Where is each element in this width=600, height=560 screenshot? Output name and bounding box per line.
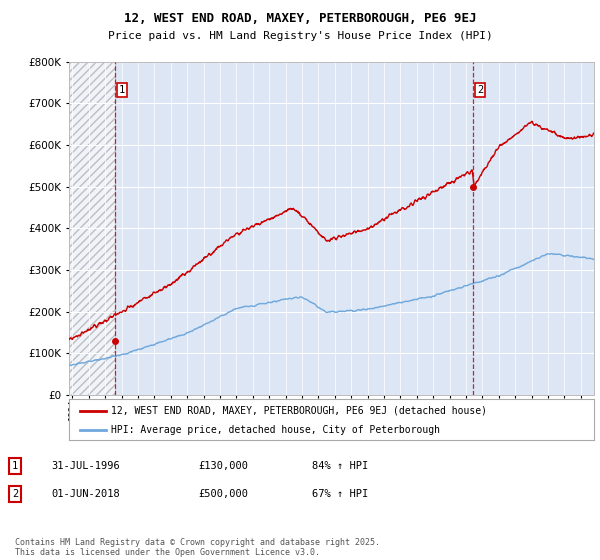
Text: 12, WEST END ROAD, MAXEY, PETERBOROUGH, PE6 9EJ (detached house): 12, WEST END ROAD, MAXEY, PETERBOROUGH, … <box>111 405 487 416</box>
Text: 67% ↑ HPI: 67% ↑ HPI <box>312 489 368 499</box>
Text: Contains HM Land Registry data © Crown copyright and database right 2025.
This d: Contains HM Land Registry data © Crown c… <box>15 538 380 557</box>
Text: 12, WEST END ROAD, MAXEY, PETERBOROUGH, PE6 9EJ: 12, WEST END ROAD, MAXEY, PETERBOROUGH, … <box>124 12 476 25</box>
Text: £130,000: £130,000 <box>198 461 248 471</box>
Text: £500,000: £500,000 <box>198 489 248 499</box>
Text: 1: 1 <box>119 85 125 95</box>
Text: 2: 2 <box>12 489 18 499</box>
Text: HPI: Average price, detached house, City of Peterborough: HPI: Average price, detached house, City… <box>111 424 440 435</box>
Bar <box>69 62 115 395</box>
Text: 01-JUN-2018: 01-JUN-2018 <box>51 489 120 499</box>
Text: 84% ↑ HPI: 84% ↑ HPI <box>312 461 368 471</box>
Text: 2: 2 <box>477 85 483 95</box>
Text: Price paid vs. HM Land Registry's House Price Index (HPI): Price paid vs. HM Land Registry's House … <box>107 31 493 41</box>
Text: 31-JUL-1996: 31-JUL-1996 <box>51 461 120 471</box>
Text: 1: 1 <box>12 461 18 471</box>
